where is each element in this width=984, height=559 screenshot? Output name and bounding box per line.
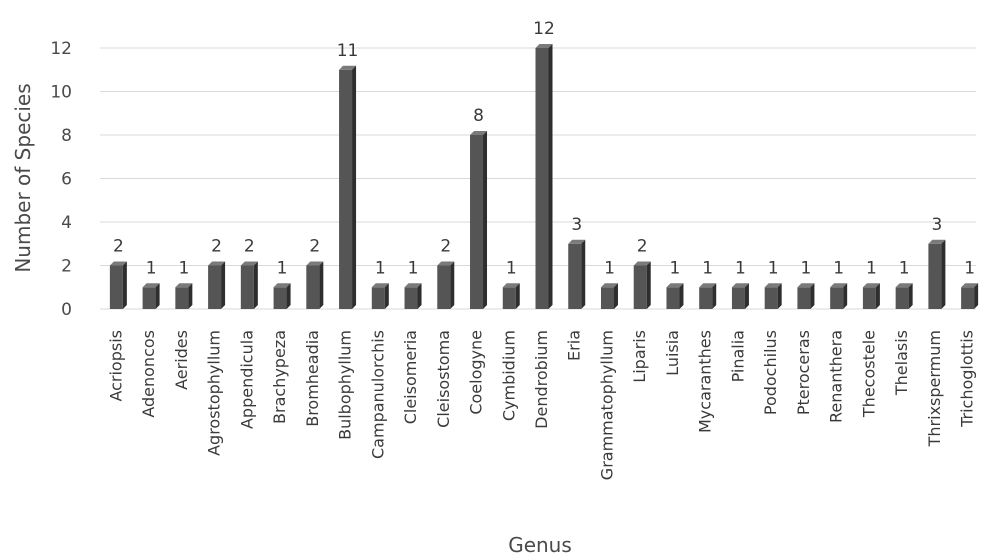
bar (895, 283, 913, 309)
y-tick-label: 6 (61, 170, 72, 190)
y-tick-label: 0 (61, 300, 72, 320)
data-label: 1 (833, 258, 844, 278)
x-tick-label: Liparis (630, 330, 649, 383)
bar (797, 283, 815, 309)
y-tick-label: 4 (61, 213, 72, 233)
bar (764, 283, 782, 309)
x-tick-label: Campanulorchis (368, 330, 387, 459)
x-tick-label: Bulbophyllum (336, 330, 355, 440)
x-axis-title: Genus (508, 533, 572, 557)
data-label: 2 (113, 237, 124, 257)
x-tick-label: Acriopsis (106, 330, 125, 402)
y-axis-title: Number of Species (11, 83, 35, 272)
data-label: 3 (571, 215, 582, 235)
bars (109, 44, 979, 309)
x-tick-label: Bromheadia (303, 330, 322, 427)
bar (437, 261, 455, 309)
data-label: 1 (866, 258, 877, 278)
bar (699, 283, 717, 309)
y-tick-label: 2 (61, 257, 72, 277)
data-label: 1 (964, 258, 975, 278)
y-tick-label: 12 (50, 39, 72, 59)
bar (339, 65, 357, 309)
x-tick-label: Pteroceras (794, 330, 813, 415)
bar (240, 261, 258, 309)
x-tick-label: Appendicula (237, 330, 256, 429)
data-label: 3 (931, 215, 942, 235)
data-label: 1 (375, 258, 386, 278)
x-tick-label: Cleisomeria (401, 330, 420, 424)
data-label: 1 (702, 258, 713, 278)
bar (371, 283, 389, 309)
bar (142, 283, 160, 309)
data-label: 11 (337, 41, 359, 61)
bar (502, 283, 520, 309)
x-tick-label: Podochilus (761, 330, 780, 415)
data-label: 1 (408, 258, 419, 278)
data-label: 1 (735, 258, 746, 278)
data-label: 1 (506, 258, 517, 278)
x-tick-label: Dendrobium (532, 330, 551, 429)
data-label: 1 (146, 258, 157, 278)
data-label: 2 (244, 237, 255, 257)
x-tick-label: Cleisostoma (434, 330, 453, 428)
x-tick-label: Thrixspermum (925, 330, 944, 447)
bar (404, 283, 422, 309)
data-label: 1 (670, 258, 681, 278)
bar (862, 283, 880, 309)
y-tick-label: 10 (50, 83, 72, 103)
y-tick-label: 8 (61, 126, 72, 146)
y-axis-ticks: 0 2 4 6 8 10 12 (50, 39, 72, 320)
x-tick-label: Cymbidium (499, 330, 518, 421)
bar (830, 283, 848, 309)
data-label: 2 (309, 237, 320, 257)
bar (208, 261, 226, 309)
x-tick-label: Luisia (663, 330, 682, 376)
x-tick-label: Mycaranthes (696, 330, 715, 433)
data-label: 1 (277, 258, 288, 278)
bar (731, 283, 749, 309)
x-tick-label: Brachypeza (270, 330, 289, 424)
data-label: 1 (178, 258, 189, 278)
bar (928, 239, 946, 309)
x-tick-label: Eria (565, 330, 584, 361)
data-label: 2 (637, 237, 648, 257)
x-axis-categories: Acriopsis Adenoncos Aerides Agrostophyllum A… (106, 330, 976, 480)
bar (109, 261, 127, 309)
bar (961, 283, 979, 309)
x-tick-label: Pinalia (728, 330, 747, 382)
data-label: 1 (801, 258, 812, 278)
x-tick-label: Adenoncos (139, 330, 158, 418)
x-tick-label: Coelogyne (467, 330, 486, 415)
bar (273, 283, 291, 309)
x-tick-label: Aerides (172, 330, 191, 390)
data-label: 12 (533, 19, 555, 39)
bar (470, 131, 488, 309)
bar (568, 239, 586, 309)
x-tick-label: Renanthera (827, 330, 846, 423)
bar (535, 44, 553, 309)
data-label: 1 (604, 258, 615, 278)
data-label: 1 (768, 258, 779, 278)
x-tick-label: Thecostele (859, 330, 878, 418)
x-tick-label: Trichoglottis (958, 330, 977, 428)
data-label: 1 (899, 258, 910, 278)
bar (666, 283, 684, 309)
x-tick-label: Thelasis (892, 330, 911, 396)
data-label: 2 (211, 237, 222, 257)
bar (600, 283, 618, 309)
bar (633, 261, 651, 309)
data-label: 8 (473, 106, 484, 126)
bar (175, 283, 193, 309)
x-tick-label: Grammatophyllum (597, 330, 616, 480)
data-label: 2 (440, 237, 451, 257)
x-tick-label: Agrostophyllum (205, 330, 224, 456)
bar (306, 261, 324, 309)
